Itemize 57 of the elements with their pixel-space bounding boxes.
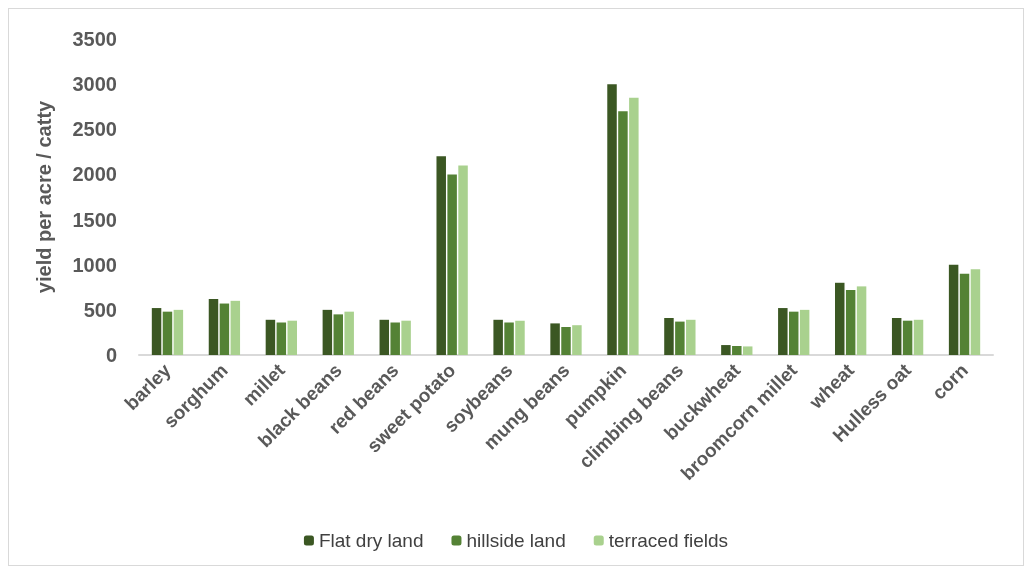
bar — [948, 264, 959, 355]
bar — [230, 300, 241, 355]
bar — [664, 317, 674, 355]
y-tick-label: 2000 — [72, 163, 117, 186]
bar — [390, 322, 400, 355]
bar — [732, 345, 742, 355]
bar — [778, 308, 788, 355]
bar — [504, 322, 514, 355]
bar — [845, 289, 856, 355]
bar — [686, 319, 696, 355]
bar — [675, 321, 685, 355]
bar — [151, 308, 162, 355]
bar — [458, 165, 468, 355]
y-axis-title: yield per acre / catty — [33, 99, 55, 294]
bar — [607, 84, 617, 355]
bar — [173, 309, 184, 355]
y-tick-label: 3500 — [72, 28, 117, 50]
y-tick-label: 500 — [83, 298, 117, 321]
bar — [493, 319, 503, 355]
bar — [265, 319, 276, 355]
bar — [835, 282, 845, 355]
bar — [561, 327, 571, 355]
bar — [891, 317, 902, 355]
legend-label: Flat dry land — [318, 530, 424, 551]
bar — [742, 346, 753, 355]
bar — [572, 325, 582, 355]
y-tick-label: 1000 — [72, 253, 117, 276]
bar — [913, 319, 924, 355]
y-tick-label: 0 — [105, 344, 117, 366]
bar — [401, 320, 411, 355]
bar — [208, 299, 219, 355]
bar — [550, 323, 560, 355]
bar — [970, 269, 981, 355]
legend-label: terraced fields — [608, 530, 729, 551]
bar — [379, 319, 390, 355]
bar — [322, 309, 333, 355]
y-tick-label: 2500 — [72, 118, 117, 141]
bar — [788, 311, 799, 355]
bar — [162, 311, 173, 355]
bar — [333, 314, 344, 355]
legend-label: hillside land — [466, 530, 566, 551]
bar — [344, 311, 354, 355]
bar — [276, 322, 287, 355]
bar — [436, 156, 446, 355]
bar — [856, 286, 867, 355]
y-tick-label: 1500 — [72, 208, 117, 231]
bar — [959, 273, 970, 355]
bar — [902, 320, 913, 355]
bar — [219, 303, 230, 355]
bar — [447, 174, 457, 355]
y-tick-label: 3000 — [72, 73, 117, 96]
bar — [721, 345, 731, 355]
bar — [515, 320, 525, 355]
bar — [629, 97, 639, 355]
bar — [618, 111, 628, 355]
bar — [287, 320, 297, 355]
bar — [799, 309, 810, 355]
